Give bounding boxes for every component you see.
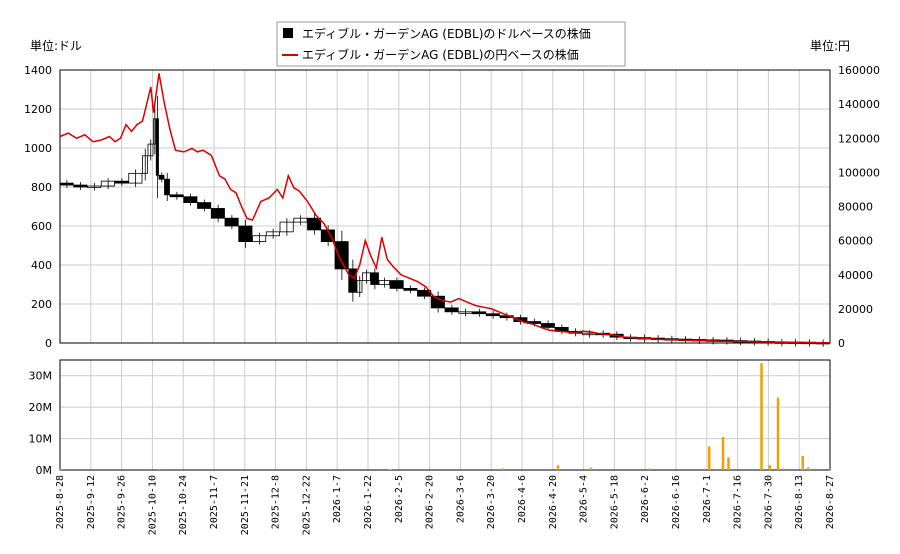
price-frame xyxy=(59,69,831,344)
volume-bar xyxy=(801,455,804,470)
right-tick-label: 60000 xyxy=(838,235,873,248)
x-tick-label: 2025-12-22 xyxy=(301,475,312,535)
x-tick-label: 2026-7-16 xyxy=(733,475,744,529)
x-tick-label: 2026-7-1 xyxy=(702,475,713,523)
volume-bar xyxy=(807,467,810,470)
jpy-line xyxy=(59,73,831,344)
volume-bar xyxy=(708,446,711,470)
legend-usd-text: エディブル・ガーデンAG (EDBL)のドルベースの株価 xyxy=(302,26,591,41)
x-tick-label: 2026-7-30 xyxy=(763,475,774,529)
right-tick-label: 140000 xyxy=(838,98,880,111)
volume-bars xyxy=(59,363,832,470)
axis-labels: 2025-8-28 2025-9-12 2025-9-26 2025-10-10 202… xyxy=(24,64,880,535)
volume-bar xyxy=(158,469,161,470)
volume-bar xyxy=(829,469,832,470)
volume-tick-label: 30M xyxy=(29,370,53,383)
usd-candles xyxy=(59,96,830,347)
right-tick-label: 160000 xyxy=(838,64,880,77)
jpy-series-line xyxy=(59,73,831,344)
x-tick-label: 2026-5-18 xyxy=(609,475,620,529)
volume-bar xyxy=(782,468,785,470)
x-tick-label: 2026-1-7 xyxy=(332,475,343,523)
x-tick-label: 2025-10-24 xyxy=(178,475,189,535)
legend: エディブル・ガーデンAG (EDBL)のドルベースの株価 エディブル・ガーデンA… xyxy=(276,21,626,67)
grid xyxy=(59,69,831,471)
right-tick-label: 80000 xyxy=(838,201,873,214)
x-tick-label: 2025-11-21 xyxy=(240,475,251,535)
x-tick-label: 2025-8-28 xyxy=(55,475,66,529)
x-tick-label: 2025-9-12 xyxy=(86,475,97,529)
left-tick-label: 1400 xyxy=(24,64,52,77)
right-unit-label: 単位:円 xyxy=(810,38,850,53)
legend-usd-marker xyxy=(283,28,293,38)
left-tick-label: 600 xyxy=(31,220,52,233)
left-tick-label: 400 xyxy=(31,259,52,272)
volume-bar xyxy=(589,467,593,470)
volume-bar xyxy=(776,397,780,470)
volume-bar xyxy=(647,468,650,470)
volume-frame xyxy=(59,359,831,471)
volume-bar xyxy=(556,465,560,470)
volume-bar xyxy=(59,469,62,470)
right-tick-label: 120000 xyxy=(838,132,880,145)
left-tick-label: 1000 xyxy=(24,142,52,155)
right-tick-label: 0 xyxy=(838,337,845,350)
left-tick-label: 0 xyxy=(45,337,52,350)
x-tick-label: 2026-4-20 xyxy=(548,475,559,529)
volume-tick-label: 10M xyxy=(29,433,53,446)
x-tick-label: 2026-8-13 xyxy=(794,475,805,529)
right-tick-label: 100000 xyxy=(838,166,880,179)
x-tick-label: 2026-2-20 xyxy=(425,475,436,529)
volume-bar xyxy=(501,468,505,470)
legend-box xyxy=(276,21,626,67)
volume-tick-label: 20M xyxy=(29,401,53,414)
x-tick-label: 2026-6-2 xyxy=(640,475,651,523)
right-tick-label: 40000 xyxy=(838,269,873,282)
volume-bar xyxy=(727,457,730,470)
x-tick-label: 2025-12-8 xyxy=(271,475,282,529)
volume-tick-label: 0M xyxy=(36,464,53,477)
right-tick-label: 20000 xyxy=(838,303,873,316)
volume-bar xyxy=(721,437,725,470)
volume-bar xyxy=(389,469,392,470)
volume-bar xyxy=(768,465,771,470)
x-tick-label: 2025-11-7 xyxy=(209,475,220,529)
legend-jpy-text: エディブル・ガーデンAG (EDBL)の円ベースの株価 xyxy=(302,47,579,62)
x-tick-label: 2026-6-16 xyxy=(671,475,682,529)
x-tick-label: 2026-2-5 xyxy=(394,475,405,523)
left-tick-label: 200 xyxy=(31,298,52,311)
x-tick-label: 2025-9-26 xyxy=(117,475,128,529)
x-tick-label: 2025-10-10 xyxy=(147,475,158,535)
x-tick-label: 2026-5-4 xyxy=(579,475,590,523)
axes xyxy=(59,69,831,471)
x-tick-label: 2026-8-27 xyxy=(825,475,836,529)
x-tick-label: 2026-3-6 xyxy=(455,475,466,523)
x-tick-label: 2026-1-22 xyxy=(363,475,374,529)
left-tick-label: 1200 xyxy=(24,103,52,116)
x-tick-label: 2026-3-20 xyxy=(486,475,497,529)
left-tick-label: 800 xyxy=(31,181,52,194)
x-tick-label: 2026-4-6 xyxy=(517,475,528,523)
volume-bar xyxy=(760,363,763,470)
left-unit-label: 単位:ドル xyxy=(30,38,82,53)
